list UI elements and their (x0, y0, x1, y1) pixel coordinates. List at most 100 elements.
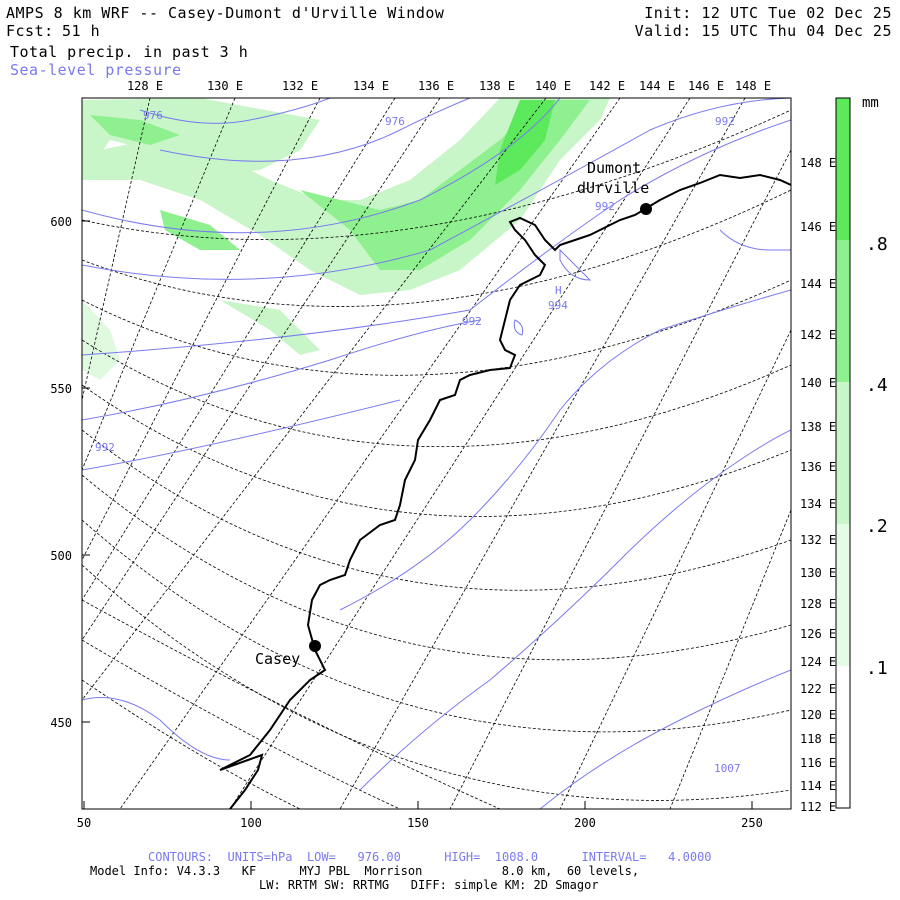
contour-label: 1007 (714, 762, 741, 775)
right-lon-label: 120 E (800, 708, 836, 722)
valid-time: Valid: 15 UTC Thu 04 Dec 25 (634, 22, 892, 40)
station-label-dumont: Dumont (587, 159, 641, 177)
station-dumont-durville (640, 203, 652, 215)
meridian-line (669, 509, 791, 809)
footer-physics: LW: RRTM SW: RRTMG DIFF: simple KM: 2D S… (259, 878, 599, 892)
contour-labels: 976 976 992 992 992 992 994 1007 H (95, 109, 741, 775)
right-lon-label: 138 E (800, 420, 836, 434)
isobar (82, 697, 231, 761)
meridian-line (82, 98, 441, 641)
right-lon-label: 130 E (800, 566, 836, 580)
parallel-line (82, 189, 791, 307)
parallel-line (82, 679, 301, 809)
forecast-value: 51 h (62, 22, 101, 40)
right-lon-label: 112 E (800, 800, 836, 814)
colorbar-label: .1 (866, 658, 888, 679)
coastline (219, 173, 791, 809)
init-time: Init: 12 UTC Tue 02 Dec 25 (644, 4, 892, 22)
meridian-line (559, 329, 791, 809)
right-lon-label: 142 E (800, 328, 836, 342)
colorbar-segment (836, 240, 850, 382)
graticule (82, 98, 791, 809)
meridian-line (229, 98, 691, 809)
right-lon-label: 148 E (800, 156, 836, 170)
top-lon-labels: 128 E 130 E 132 E 134 E 136 E 138 E 140 … (127, 79, 771, 93)
top-lon-label: 130 E (207, 79, 243, 93)
right-lon-label: 144 E (800, 277, 836, 291)
contour-label: 994 (548, 299, 568, 312)
title: AMPS 8 km WRF -- Casey-Dumont d'Urville … (6, 4, 445, 22)
colorbar-label: .8 (866, 234, 888, 255)
top-lon-label: 144 E (639, 79, 675, 93)
isobar (82, 399, 401, 471)
top-lon-label: 140 E (535, 79, 571, 93)
high-marker: H (555, 284, 562, 297)
colorbar-label: .4 (866, 375, 888, 396)
contour-label: 976 (143, 109, 163, 122)
x-axis-labels: 50 100 150 200 250 (77, 816, 763, 830)
top-lon-label: 142 E (589, 79, 625, 93)
contour-label: 992 (95, 441, 115, 454)
y-axis-labels: 600 550 500 450 (50, 215, 72, 730)
right-lon-label: 132 E (800, 533, 836, 547)
isobar (82, 98, 561, 234)
right-lon-label: 124 E (800, 655, 836, 669)
right-lon-label: 128 E (800, 597, 836, 611)
top-lon-label: 136 E (418, 79, 454, 93)
field-slp-label: Sea-level pressure (10, 61, 182, 79)
right-lon-label: 146 E (800, 220, 836, 234)
x-tick-label: 250 (741, 816, 763, 830)
right-lon-label: 122 E (800, 682, 836, 696)
meridian-line (82, 98, 151, 401)
colorbar-segment (836, 382, 850, 524)
parallel-line (82, 599, 501, 809)
isobar (539, 669, 791, 809)
isobar (359, 429, 791, 791)
meridian-line (82, 98, 547, 701)
isobar (82, 319, 481, 421)
right-lon-label: 136 E (800, 460, 836, 474)
contour-label: 976 (385, 115, 405, 128)
footer-contours: CONTOURS: UNITS=hPa LOW= 976.00 HIGH= 10… (148, 850, 712, 864)
station-label-durville: dUrville (577, 179, 649, 197)
colorbar-label: .2 (866, 516, 888, 537)
parallel-line (82, 109, 791, 240)
colorbar-frame (835, 97, 851, 809)
meridian-line (449, 149, 791, 809)
field-precip-label: Total precip. in past 3 h (10, 43, 249, 61)
right-lon-label: 126 E (800, 627, 836, 641)
parallel-line (82, 429, 791, 591)
isobar (559, 248, 592, 281)
colorbar-unit: mm (862, 95, 879, 111)
x-tick-label: 100 (240, 816, 262, 830)
right-lon-label: 140 E (800, 376, 836, 390)
isobar (82, 98, 791, 280)
right-lon-label: 116 E (800, 756, 836, 770)
parallel-line (82, 384, 791, 517)
parallel-line (82, 339, 791, 448)
top-lon-label: 146 E (688, 79, 724, 93)
x-axis-ticks (83, 801, 753, 809)
y-tick-label: 500 (50, 549, 72, 563)
parallel-line (82, 474, 791, 661)
right-lon-label: 114 E (800, 779, 836, 793)
isobar (82, 119, 791, 356)
slp-contours (82, 98, 791, 809)
parallel-line (82, 564, 791, 801)
colorbar-segment (836, 98, 850, 240)
colorbar-segment (836, 524, 850, 666)
isobar (139, 98, 331, 124)
station-casey (309, 640, 321, 652)
meridian-line (339, 98, 746, 809)
y-tick-label: 550 (50, 382, 72, 396)
top-lon-label: 138 E (479, 79, 515, 93)
meridian-line (82, 98, 321, 561)
parallel-line (82, 279, 791, 376)
y-axis-ticks (82, 220, 90, 723)
isobar (339, 289, 791, 611)
footer-model-info: Model Info: V4.3.3 KF MYJ PBL Morrison 8… (90, 864, 640, 878)
contour-label: 992 (462, 315, 482, 328)
contour-label: 992 (595, 200, 615, 213)
parallel-line (82, 519, 791, 733)
top-lon-label: 134 E (353, 79, 389, 93)
